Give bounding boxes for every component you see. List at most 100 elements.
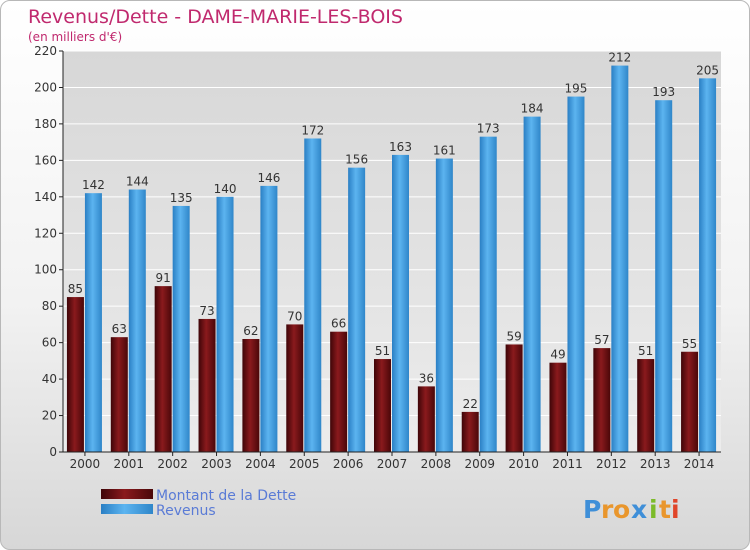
- bar-dette-value-label: 22: [463, 397, 478, 411]
- bar-revenus-value-label: 156: [345, 153, 368, 167]
- chart-subtitle: (en milliers d'€): [28, 30, 122, 44]
- svg-text:r: r: [601, 495, 614, 524]
- bar-dette: [417, 386, 435, 452]
- bar-revenus: [216, 196, 234, 452]
- legend-swatch-revenus: [101, 504, 153, 514]
- svg-text:P: P: [583, 495, 601, 524]
- x-tick-label: 2004: [245, 457, 276, 471]
- bar-revenus: [172, 205, 190, 452]
- bar-revenus: [304, 138, 322, 452]
- bar-dette: [110, 337, 128, 452]
- bar-revenus: [699, 78, 717, 452]
- bar-revenus: [435, 158, 453, 453]
- bar-revenus-value-label: 205: [696, 63, 719, 77]
- bar-revenus-value-label: 140: [214, 182, 237, 196]
- svg-text:x: x: [631, 495, 647, 524]
- x-tick-label: 2005: [289, 457, 320, 471]
- bars: [66, 65, 717, 453]
- svg-text:i: i: [671, 495, 680, 524]
- bar-dette-value-label: 57: [594, 333, 609, 347]
- bar-dette-value-label: 55: [682, 337, 697, 351]
- bar-revenus: [84, 193, 102, 452]
- x-tick-label: 2001: [114, 457, 145, 471]
- bar-revenus-value-label: 142: [82, 178, 105, 192]
- legend-swatch-dette: [101, 489, 153, 499]
- bar-dette-value-label: 63: [112, 322, 127, 336]
- x-tick-label: 2008: [421, 457, 452, 471]
- bar-dette: [461, 411, 479, 452]
- x-tick-label: 2000: [70, 457, 101, 471]
- x-tick-label: 2007: [377, 457, 408, 471]
- bar-revenus-value-label: 184: [521, 102, 544, 116]
- bar-dette: [681, 351, 699, 452]
- y-tick-label: 140: [34, 190, 57, 204]
- bar-dette: [242, 338, 260, 452]
- y-tick-label: 20: [42, 409, 57, 423]
- bar-revenus: [128, 189, 146, 452]
- bar-dette: [374, 359, 391, 452]
- bar-dette: [286, 324, 304, 452]
- x-tick-label: 2011: [552, 457, 583, 471]
- x-tick-label: 2014: [684, 457, 715, 471]
- x-tick-label: 2002: [157, 457, 188, 471]
- bar-revenus-value-label: 195: [565, 82, 588, 96]
- bar-dette: [505, 344, 523, 452]
- y-axis-ticks: 0 20 40 60 80 100 120 140 160 180 200 220: [34, 44, 63, 459]
- y-tick-label: 180: [34, 117, 57, 131]
- bar-dette-value-label: 91: [156, 271, 171, 285]
- bar-revenus-value-label: 193: [652, 85, 675, 99]
- bar-dette: [330, 331, 348, 452]
- y-tick-label: 120: [34, 226, 57, 240]
- bar-revenus-value-label: 212: [608, 51, 631, 65]
- bar-revenus-value-label: 163: [389, 140, 412, 154]
- bar-dette: [66, 297, 84, 452]
- bar-revenus: [611, 65, 629, 452]
- y-tick-label: 0: [49, 445, 57, 459]
- y-tick-label: 220: [34, 44, 57, 58]
- bar-revenus-value-label: 144: [126, 175, 149, 189]
- bar-dette: [637, 359, 655, 452]
- x-tick-label: 2013: [640, 457, 671, 471]
- bar-dette: [593, 348, 611, 452]
- bar-dette-value-label: 51: [375, 344, 390, 358]
- bar-revenus-value-label: 161: [433, 144, 456, 158]
- bar-revenus: [523, 116, 541, 453]
- x-axis-ticks: 2000 2001 2002 2003 2004 2005 2006 2007 2008 2009…: [70, 452, 715, 471]
- chart-title: Revenus/Dette - DAME-MARIE-LES-BOIS: [28, 6, 403, 28]
- x-tick-label: 2009: [464, 457, 495, 471]
- x-tick-label: 2010: [508, 457, 539, 471]
- x-tick-label: 2012: [596, 457, 627, 471]
- svg-text:i: i: [649, 495, 658, 524]
- proxiti-logo: P r o x i t i: [583, 495, 680, 524]
- legend-label-revenus: Revenus: [156, 503, 216, 519]
- svg-text:t: t: [659, 495, 671, 524]
- y-tick-label: 60: [42, 336, 57, 350]
- bar-revenus: [567, 96, 585, 453]
- bar-dette-value-label: 59: [506, 329, 521, 343]
- y-tick-label: 200: [34, 80, 57, 94]
- bar-revenus-value-label: 173: [477, 122, 500, 136]
- bar-dette-value-label: 66: [331, 317, 346, 331]
- bar-dette-value-label: 36: [419, 371, 434, 385]
- y-tick-label: 160: [34, 153, 57, 167]
- bar-dette-value-label: 70: [287, 309, 302, 323]
- bar-revenus: [479, 136, 497, 452]
- bar-revenus-value-label: 135: [170, 191, 193, 205]
- bar-revenus: [348, 167, 366, 452]
- x-tick-label: 2006: [333, 457, 364, 471]
- bar-revenus: [260, 185, 278, 452]
- bar-dette: [154, 286, 172, 452]
- bar-revenus-value-label: 146: [257, 171, 280, 185]
- bar-dette: [198, 318, 216, 452]
- bar-dette-value-label: 49: [550, 348, 565, 362]
- svg-text:o: o: [613, 495, 630, 524]
- value-labels: 85 142 63 144 91 135 73 140 62 146 70 172 66 156 51 163…: [68, 51, 719, 411]
- legend-label-dette: Montant de la Dette: [156, 488, 296, 504]
- bar-dette-value-label: 51: [638, 344, 653, 358]
- bar-revenus: [392, 154, 409, 453]
- bar-dette-value-label: 73: [199, 304, 214, 318]
- y-tick-label: 80: [42, 299, 57, 313]
- bar-revenus: [655, 100, 673, 453]
